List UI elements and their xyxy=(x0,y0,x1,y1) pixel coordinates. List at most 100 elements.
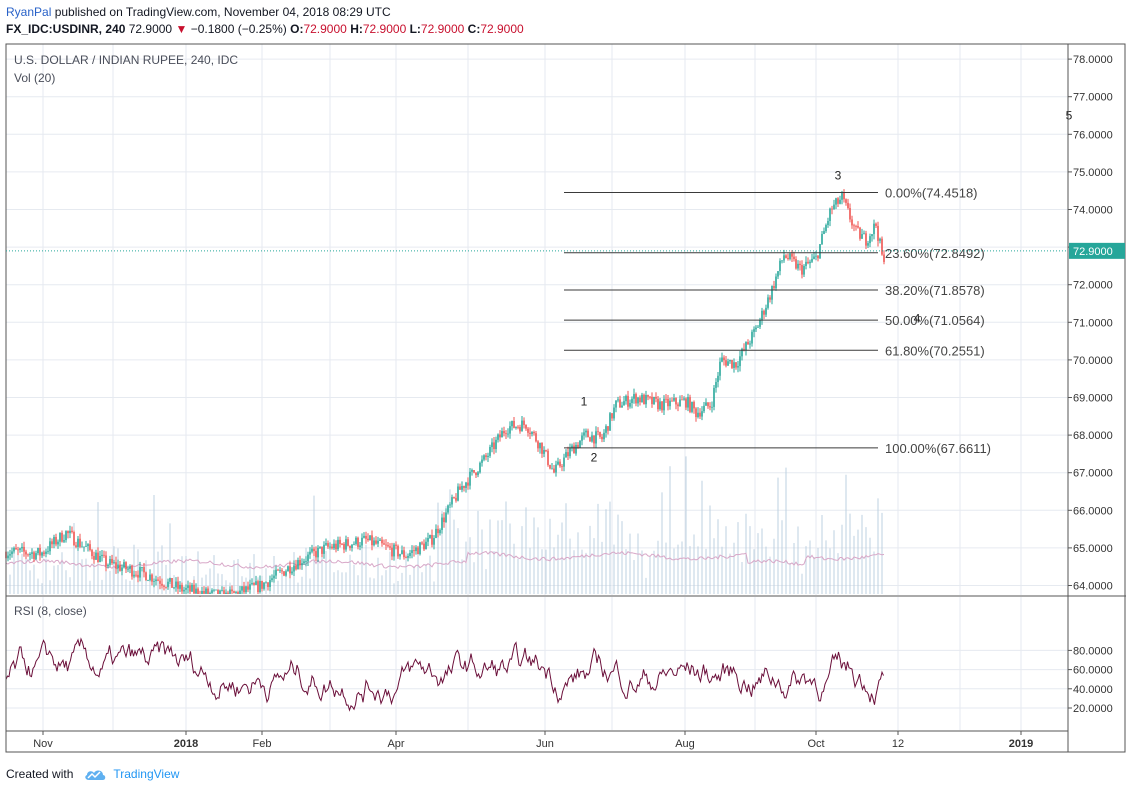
candle-body xyxy=(391,547,393,557)
candle-body xyxy=(243,586,245,593)
candle-body xyxy=(737,366,739,368)
candle-body xyxy=(99,555,101,563)
candle-body xyxy=(277,569,279,571)
rsi-tick-label: 60.0000 xyxy=(1073,665,1113,677)
candle-body xyxy=(43,552,45,554)
candle-body xyxy=(149,574,151,581)
candle-body xyxy=(331,546,333,549)
candle-body xyxy=(777,271,779,277)
candle-body xyxy=(677,404,679,407)
tradingview-brand[interactable]: TradingView xyxy=(113,767,180,781)
candle-body xyxy=(449,504,451,506)
time-tick-label: 2019 xyxy=(1009,738,1033,750)
candle-body xyxy=(453,497,455,498)
candle-body xyxy=(325,543,327,545)
candle-body xyxy=(169,578,171,582)
price-tick-label: 70.0000 xyxy=(1073,355,1113,367)
time-tick-label: Apr xyxy=(387,738,404,750)
candle-body xyxy=(21,546,23,549)
candle-body xyxy=(291,571,293,574)
candle-body xyxy=(413,550,415,552)
candle-body xyxy=(555,464,557,473)
candle-body xyxy=(809,261,811,264)
footer: Created with TradingView xyxy=(6,766,179,782)
candle-body xyxy=(473,470,475,473)
candle-body xyxy=(543,450,545,454)
candle-body xyxy=(657,398,659,410)
rsi-axis[interactable]: 20.0000 40.0000 60.0000 80.0000 xyxy=(1068,645,1113,715)
candle-body xyxy=(711,406,713,408)
candle-body xyxy=(571,445,573,449)
candlesticks[interactable] xyxy=(5,189,885,597)
candle-body xyxy=(211,590,213,593)
chart-frame xyxy=(5,43,1126,753)
candle-body xyxy=(381,539,383,544)
candle-body xyxy=(133,574,135,577)
main-pane-title: U.S. DOLLAR / INDIAN RUPEE, 240, IDC xyxy=(14,53,239,67)
time-tick-label: Jun xyxy=(536,738,554,750)
candle-body xyxy=(799,263,801,265)
last-price-label: 72.9000 xyxy=(1073,246,1113,258)
time-axis[interactable]: Nov 2018 Feb Apr Jun Aug Oct 12 2019 xyxy=(33,731,1033,750)
candle-body xyxy=(541,442,543,454)
candle-body xyxy=(823,231,825,234)
candle-body xyxy=(471,470,473,472)
price-axis[interactable]: 64.0000 65.0000 66.0000 67.0000 68.0000 69.00… xyxy=(1068,54,1113,593)
candle-body xyxy=(857,226,859,228)
candle-body xyxy=(23,546,25,552)
candle-body xyxy=(655,396,657,399)
candle-body xyxy=(587,430,589,438)
candle-body xyxy=(747,342,749,345)
candle-body xyxy=(297,560,299,570)
last-value: 72.9000 xyxy=(128,22,173,36)
candle-body xyxy=(623,401,625,406)
candle-body xyxy=(523,420,525,425)
candle-body xyxy=(59,532,61,542)
candle-body xyxy=(385,544,387,546)
low-label: L: xyxy=(409,22,421,36)
candle-body xyxy=(269,580,271,587)
candle-body xyxy=(485,455,487,458)
candle-body xyxy=(93,556,95,560)
candle-body xyxy=(599,432,601,437)
candle-body xyxy=(479,462,481,473)
candle-body xyxy=(77,538,79,547)
candle-body xyxy=(215,589,217,591)
candle-body xyxy=(739,356,741,367)
fibonacci-retracement[interactable]: 0.00%(74.4518) 23.60%(72.8492) 38.20%(71.8… xyxy=(564,186,991,456)
candle-body xyxy=(257,581,259,593)
candle-body xyxy=(457,486,459,501)
candle-body xyxy=(719,361,721,376)
candle-body xyxy=(137,574,139,578)
candle-body xyxy=(369,535,371,541)
candle-body xyxy=(111,558,113,564)
price-tick-label: 72.0000 xyxy=(1073,280,1113,292)
candle-body xyxy=(279,570,281,572)
cloud-icon xyxy=(85,770,106,780)
candle-body xyxy=(779,260,781,272)
high-value: 72.9000 xyxy=(362,22,407,36)
candle-body xyxy=(387,545,389,547)
tradingview-logo[interactable] xyxy=(83,767,107,781)
candle-body xyxy=(241,586,243,591)
price-tick-label: 74.0000 xyxy=(1073,205,1113,217)
candle-body xyxy=(769,297,771,300)
candle-body xyxy=(459,486,461,490)
candle-body xyxy=(577,444,579,448)
author-link[interactable]: RyanPal xyxy=(6,5,52,19)
symbol-name[interactable]: FX_IDC:USDINR, 240 xyxy=(6,22,126,36)
candle-body xyxy=(653,396,655,405)
candle-body xyxy=(863,233,865,235)
candle-body xyxy=(689,397,691,412)
candle-body xyxy=(671,400,673,402)
candle-body xyxy=(805,261,807,266)
candle-body xyxy=(645,395,647,405)
candle-body xyxy=(505,433,507,435)
candle-body xyxy=(233,591,235,593)
candle-body xyxy=(85,546,87,547)
candle-body xyxy=(513,420,515,428)
volume-bars xyxy=(5,456,883,594)
candle-body xyxy=(131,566,133,577)
candle-body xyxy=(327,543,329,547)
